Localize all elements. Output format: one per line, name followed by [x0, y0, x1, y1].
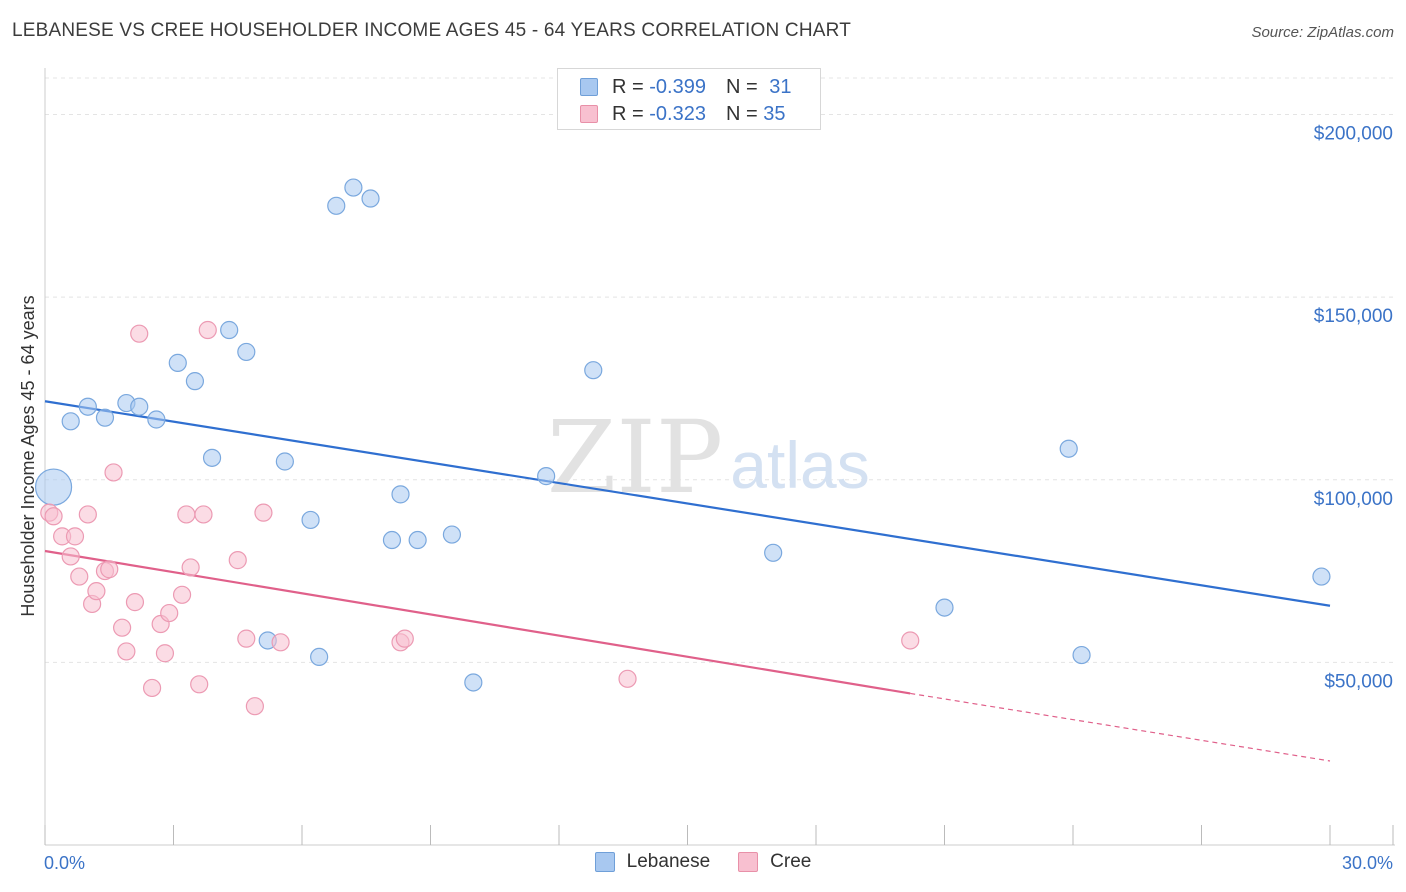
stats-row-cree: R = -0.323 N = 35 — [580, 101, 785, 127]
cree-point-5 — [70, 567, 89, 586]
lebanese-point-29 — [1072, 645, 1091, 665]
lebanese-point-19 — [382, 530, 402, 550]
y-tick-label-3: $200,000 — [1314, 124, 1393, 145]
cree-point-26 — [228, 551, 247, 570]
watermark: ZIP atlas — [547, 399, 870, 516]
legend-item-cree[interactable]: Cree — [738, 851, 811, 873]
watermark-atlas: atlas — [730, 428, 869, 502]
cree-point-12 — [112, 618, 132, 637]
lebanese-point-9 — [202, 448, 222, 467]
y-tick-label-0: $50,000 — [1324, 671, 1393, 692]
r-value: -0.399 — [649, 75, 706, 98]
cree-point-10 — [100, 560, 119, 579]
lebanese-point-17 — [344, 178, 363, 197]
legend-item-lebanese[interactable]: Lebanese — [594, 851, 711, 873]
lebanese-point-20 — [391, 485, 410, 504]
cree-point-16 — [142, 678, 162, 698]
lebanese-point-10 — [220, 320, 239, 340]
lebanese-point-18 — [361, 189, 380, 208]
lebanese-point-30 — [1312, 567, 1331, 586]
y-tick-labels: $50,000 $100,000 $150,000 $200,000 — [1314, 124, 1393, 693]
lebanese-point-22 — [442, 525, 462, 544]
r-label: R = — [612, 102, 644, 125]
trend-line-lebanese — [44, 400, 1331, 607]
lebanese-point-11 — [237, 342, 256, 362]
grid-lines — [45, 77, 1395, 663]
lebanese-point-6 — [147, 410, 166, 429]
trend-extension-cree — [910, 692, 1331, 762]
trend-line-cree — [44, 549, 911, 695]
lebanese-point-21 — [408, 530, 427, 550]
cree-point-30 — [271, 633, 290, 652]
legend-label: Lebanese — [626, 851, 711, 872]
series-legend: Lebanese Cree — [0, 851, 1406, 873]
cree-point-34 — [901, 631, 920, 650]
cree-point-3 — [61, 547, 80, 566]
cree-point-15 — [130, 324, 149, 343]
stats-row-lebanese: R = -0.399 N = 31 — [580, 74, 791, 100]
lebanese-point-14 — [301, 510, 320, 530]
cree-point-23 — [190, 675, 209, 694]
n-label: N = — [725, 102, 758, 125]
r-label: R = — [612, 75, 644, 98]
lebanese-point-1 — [61, 412, 80, 431]
lebanese-swatch — [580, 78, 598, 96]
cree-point-1 — [44, 507, 63, 526]
legend-label: Cree — [770, 851, 812, 872]
y-tick-label-1: $100,000 — [1314, 489, 1393, 510]
y-tick-label-2: $150,000 — [1314, 306, 1393, 327]
cree-point-24 — [194, 505, 213, 524]
cree-point-32 — [395, 629, 414, 648]
lebanese-point-3 — [95, 408, 115, 427]
cree-point-4 — [65, 527, 85, 546]
cree-swatch — [738, 852, 759, 872]
cree-point-33 — [618, 669, 637, 688]
lebanese-point-24 — [537, 467, 556, 486]
lebanese-point-15 — [310, 647, 329, 667]
stats-legend: R = -0.399 N = 31 R = -0.323 N = 35 — [557, 68, 821, 130]
lebanese-point-13 — [275, 452, 294, 471]
cree-point-25 — [198, 320, 217, 340]
cree-point-19 — [160, 603, 179, 623]
n-label: N = — [725, 75, 758, 98]
axes — [44, 68, 1395, 846]
cree-point-29 — [254, 503, 273, 522]
lebanese-swatch — [594, 852, 615, 872]
cree-point-13 — [117, 642, 136, 661]
source-label: Source: ZipAtlas.com — [1251, 24, 1394, 41]
n-value: 31 — [769, 75, 792, 98]
cree-point-27 — [237, 629, 256, 648]
lebanese-point-23 — [464, 673, 483, 692]
n-value: 35 — [763, 102, 786, 125]
x-tick-labels: 0.0% 30.0% — [44, 853, 1393, 873]
cree-point-18 — [155, 644, 175, 663]
x-tick-label-min: 0.0% — [44, 853, 85, 873]
cree-point-21 — [177, 505, 196, 524]
lebanese-point-7 — [168, 353, 187, 372]
cree-point-14 — [125, 593, 145, 612]
data-points — [34, 178, 1331, 716]
lebanese-point-0 — [34, 468, 73, 506]
lebanese-point-5 — [130, 397, 149, 416]
y-axis-label: Householder Income Ages 45 - 64 years — [18, 295, 38, 616]
r-value: -0.323 — [649, 102, 706, 125]
cree-point-20 — [172, 585, 192, 604]
cree-point-8 — [87, 582, 106, 601]
lebanese-point-16 — [327, 196, 346, 215]
cree-point-6 — [78, 505, 97, 524]
cree-point-28 — [245, 697, 264, 716]
chart-title: LEBANESE VS CREE HOUSEHOLDER INCOME AGES… — [12, 20, 852, 41]
x-tick-label-max: 30.0% — [1342, 853, 1393, 873]
lebanese-point-25 — [584, 361, 603, 380]
cree-point-22 — [181, 558, 200, 577]
lebanese-point-27 — [935, 598, 954, 617]
lebanese-point-28 — [1059, 439, 1078, 458]
watermark-zip: ZIP — [547, 399, 723, 516]
lebanese-point-2 — [78, 397, 97, 416]
cree-point-11 — [104, 463, 123, 482]
lebanese-point-8 — [185, 372, 205, 391]
cree-swatch — [580, 105, 598, 123]
lebanese-point-26 — [764, 543, 783, 562]
